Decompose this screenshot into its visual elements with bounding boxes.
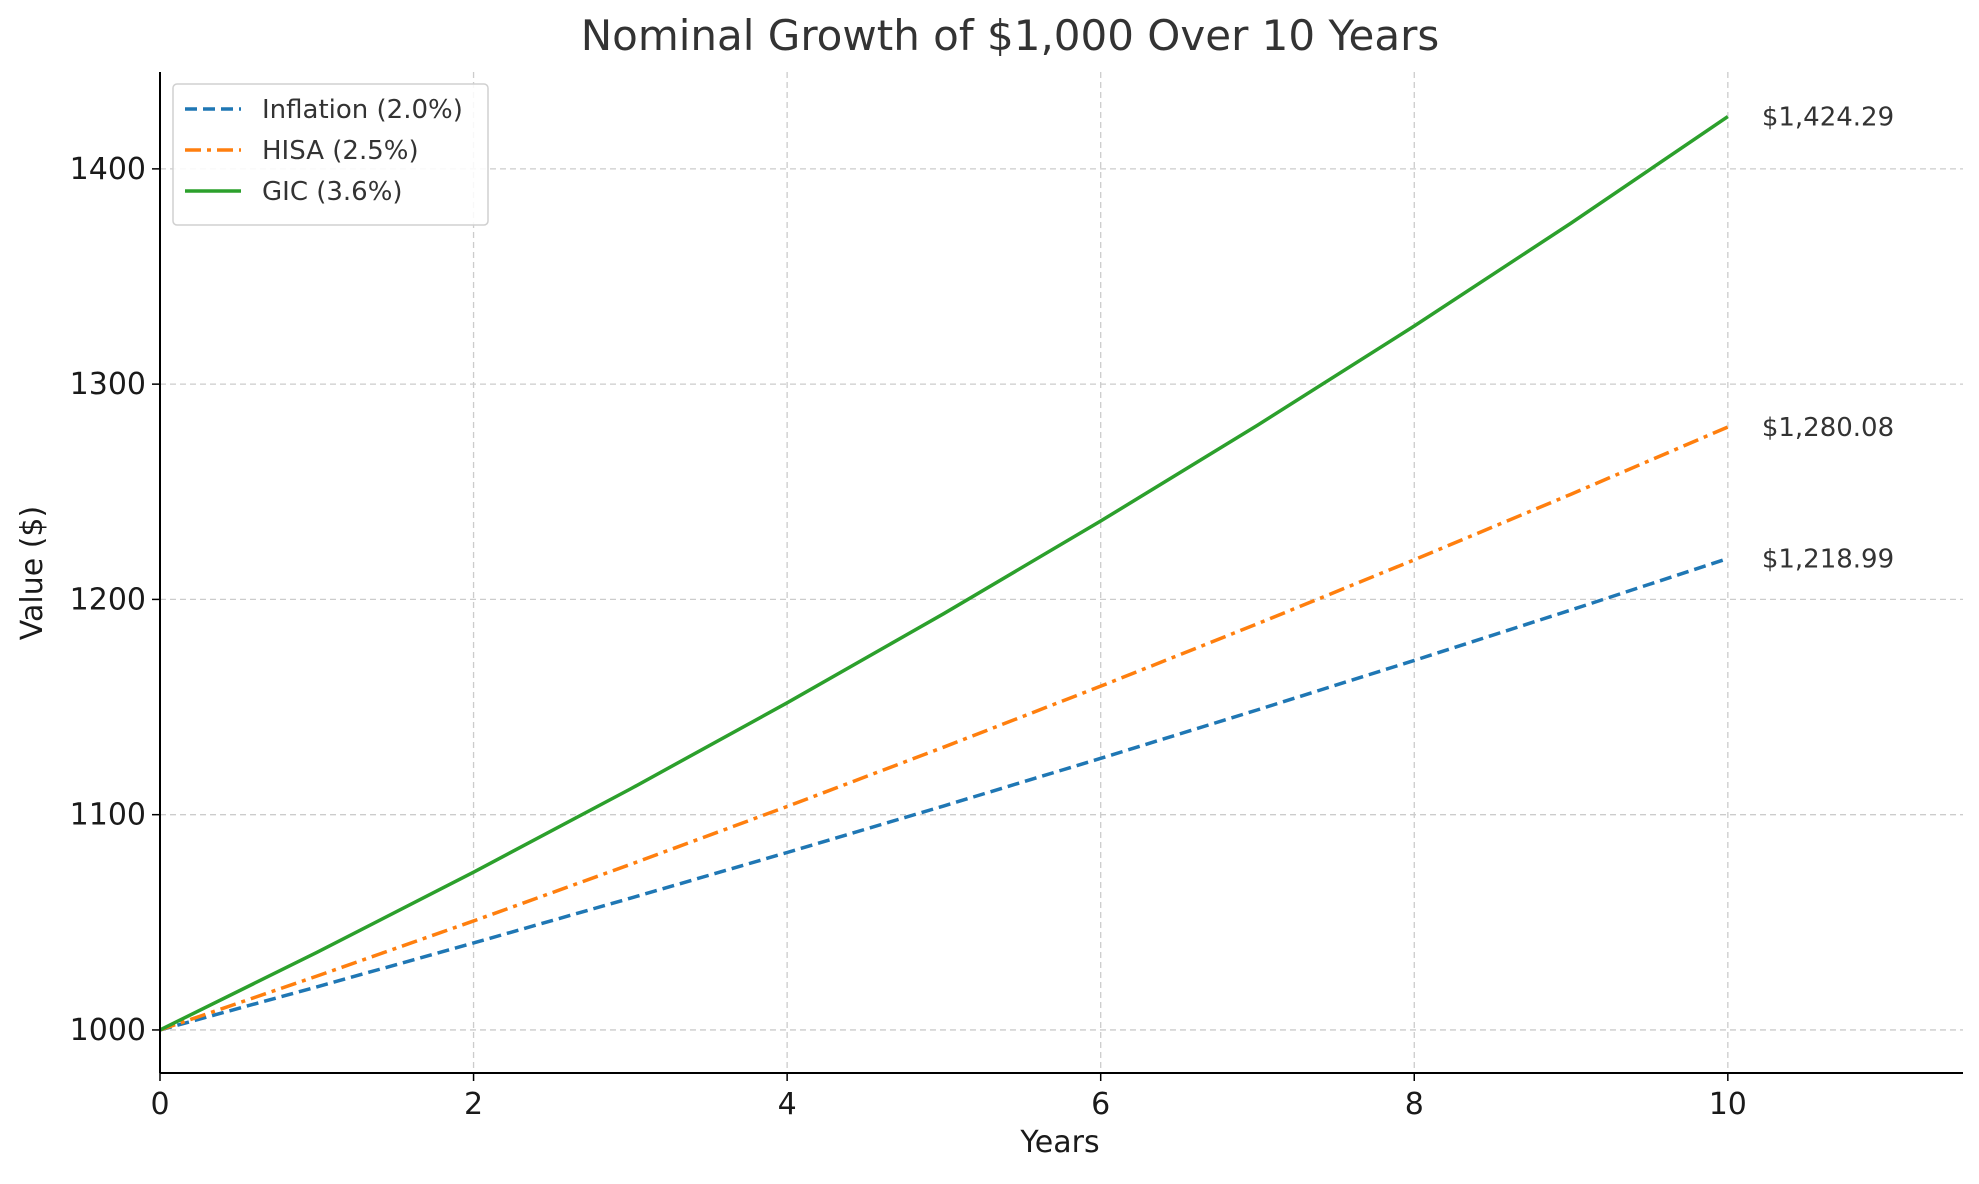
y-axis-label: Value ($) bbox=[15, 506, 50, 640]
legend-entry-label: Inflation (2.0%) bbox=[262, 95, 463, 125]
legend-entry-label: GIC (3.6%) bbox=[262, 177, 403, 207]
y-tick-label: 1200 bbox=[70, 582, 146, 617]
legend-box bbox=[172, 83, 489, 226]
x-tick-label: 10 bbox=[1709, 1087, 1747, 1122]
x-tick-label: 0 bbox=[150, 1087, 169, 1122]
y-tick-label: 1400 bbox=[70, 152, 146, 187]
x-tick-label: 2 bbox=[464, 1087, 483, 1122]
series-lines bbox=[159, 115, 1729, 1032]
x-tick-label: 6 bbox=[1091, 1087, 1110, 1122]
end-value-label: $1,280.08 bbox=[1762, 413, 1894, 443]
y-tick-label: 1100 bbox=[70, 798, 146, 833]
x-tick-label: 4 bbox=[778, 1087, 797, 1122]
end-labels: $1,218.99 $1,280.08 $1,424.29 bbox=[1762, 103, 1894, 575]
legend: Inflation (2.0%) HISA (2.5%) GIC (3.6%) bbox=[172, 83, 489, 226]
y-tick-label: 1300 bbox=[70, 367, 146, 402]
axes bbox=[159, 72, 1963, 1074]
series-line-1 bbox=[159, 425, 1729, 1032]
y-tick-label: 1000 bbox=[70, 1013, 146, 1048]
series-line-0 bbox=[159, 556, 1729, 1032]
end-value-label: $1,218.99 bbox=[1762, 545, 1894, 575]
legend-entry-label: HISA (2.5%) bbox=[262, 136, 419, 166]
series-line-2 bbox=[159, 115, 1729, 1032]
x-tick-label: 8 bbox=[1405, 1087, 1424, 1122]
tick-labels: 0 2 4 6 8 10 1000 1100 1200 1300 1400 bbox=[70, 152, 1747, 1122]
x-axis-label: Years bbox=[1019, 1125, 1099, 1160]
end-value-label: $1,424.29 bbox=[1762, 103, 1894, 133]
chart-title: Nominal Growth of $1,000 Over 10 Years bbox=[581, 11, 1440, 60]
